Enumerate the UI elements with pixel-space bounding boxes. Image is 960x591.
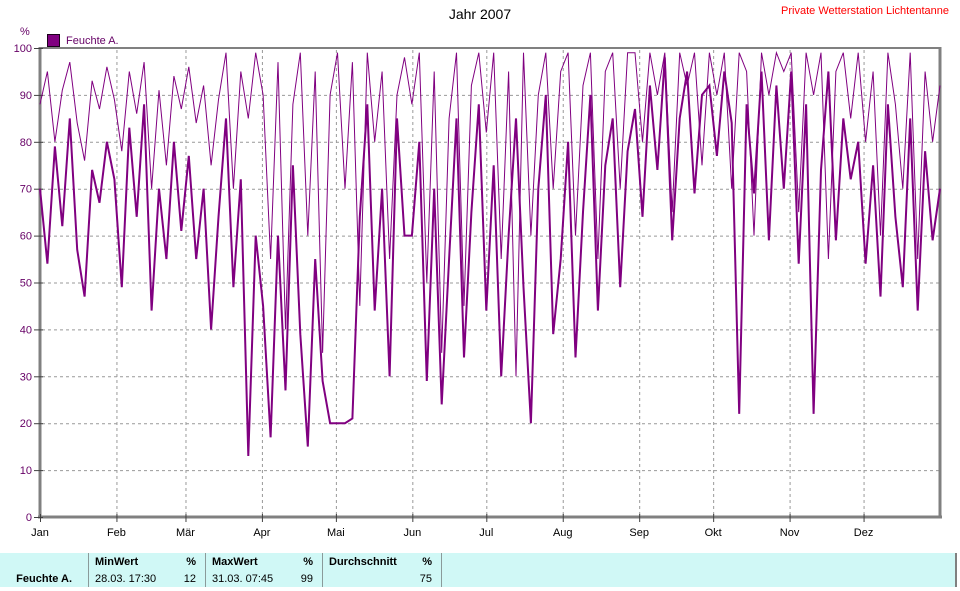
- legend-color-swatch-icon: [47, 34, 60, 47]
- svg-text:40: 40: [20, 324, 32, 336]
- legend-series-label: Feuchte A.: [66, 34, 119, 47]
- summary-table: MinWert % MaxWert % Durchschnitt % Feuch…: [0, 553, 957, 587]
- minwert-header: MinWert: [95, 555, 139, 568]
- svg-text:Nov: Nov: [780, 527, 800, 539]
- durchschnitt-header: Durchschnitt: [329, 555, 397, 568]
- x-axis-labels: Jan Feb Mär Apr Mai Jun Jul Aug Sep Okt Nov Dez: [31, 527, 873, 539]
- svg-text:Mär: Mär: [176, 527, 195, 539]
- maxwert-unit: %: [303, 555, 313, 568]
- maxwert-header-cell: MaxWert %: [205, 553, 322, 570]
- summary-empty-header-cell: [441, 553, 955, 570]
- svg-text:Apr: Apr: [253, 527, 270, 539]
- svg-text:Dez: Dez: [854, 527, 874, 539]
- minwert-unit: %: [186, 555, 196, 568]
- durchschnitt-value: 75: [419, 572, 432, 585]
- minwert-datetime: 28.03. 17:30: [95, 572, 157, 585]
- maxwert-header: MaxWert: [212, 555, 258, 568]
- svg-text:50: 50: [20, 278, 32, 290]
- y-axis-labels: 0 10 20 30 40 50 60 70 80 90 100: [14, 43, 32, 524]
- legend: Feuchte A.: [47, 34, 119, 47]
- svg-text:Jul: Jul: [479, 527, 493, 539]
- summary-corner-cell: [0, 553, 88, 570]
- minwert-value-cell: 28.03. 17:30 12: [88, 570, 205, 587]
- svg-text:10: 10: [20, 465, 32, 477]
- maxwert-datetime: 31.03. 07:45: [212, 572, 274, 585]
- svg-text:100: 100: [14, 43, 32, 55]
- station-name: Private Wetterstation Lichtentanne: [781, 5, 949, 17]
- svg-text:Sep: Sep: [629, 527, 649, 539]
- svg-text:30: 30: [20, 371, 32, 383]
- minwert-header-cell: MinWert %: [88, 553, 205, 570]
- y-axis-unit-label: %: [20, 26, 30, 38]
- svg-text:90: 90: [20, 90, 32, 102]
- summary-empty-value-cell: [441, 570, 955, 587]
- durchschnitt-value-cell: 75: [322, 570, 441, 587]
- svg-text:70: 70: [20, 184, 32, 196]
- svg-text:80: 80: [20, 137, 32, 149]
- svg-text:Mai: Mai: [327, 527, 345, 539]
- svg-text:Okt: Okt: [705, 527, 722, 539]
- summary-row-label: Feuchte A.: [16, 572, 72, 585]
- maxwert-value: 99: [300, 572, 313, 585]
- svg-text:Aug: Aug: [553, 527, 573, 539]
- chart-title: Jahr 2007: [448, 6, 512, 22]
- durchschnitt-unit: %: [422, 555, 432, 568]
- durchschnitt-header-cell: Durchschnitt %: [322, 553, 441, 570]
- series-thick-line: [39, 57, 941, 457]
- axis-ticks: [34, 48, 865, 522]
- series-thin-line: [39, 50, 941, 377]
- svg-text:0: 0: [26, 512, 32, 524]
- humidity-year-chart: 0 10 20 30 40 50 60 70 80 90 100 Jan Feb Mär Apr Mai Jun…: [14, 43, 942, 539]
- svg-text:60: 60: [20, 231, 32, 243]
- maxwert-value-cell: 31.03. 07:45 99: [205, 570, 322, 587]
- svg-text:20: 20: [20, 418, 32, 430]
- svg-text:Feb: Feb: [107, 527, 126, 539]
- svg-text:Jun: Jun: [403, 527, 421, 539]
- minwert-value: 12: [183, 572, 196, 585]
- svg-text:Jan: Jan: [31, 527, 49, 539]
